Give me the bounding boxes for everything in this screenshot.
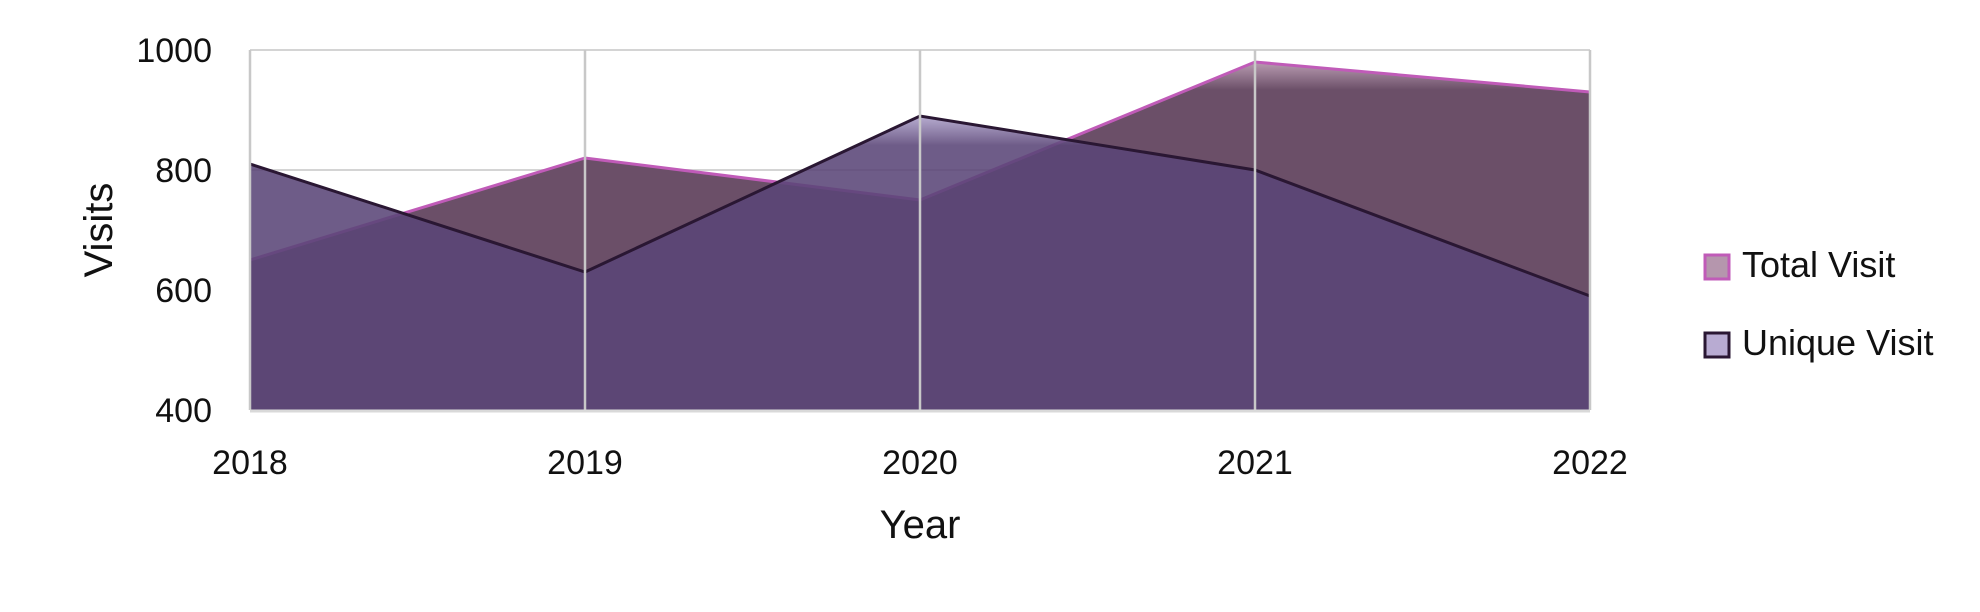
x-tick-label-2018: 2018 bbox=[212, 444, 288, 482]
x-tick-label-2022: 2022 bbox=[1552, 444, 1628, 482]
y-tick-label-400: 400 bbox=[155, 392, 212, 430]
x-axis-ticks: 2018 2019 2020 2021 2022 bbox=[212, 444, 1628, 482]
vertical-gridlines bbox=[248, 50, 1592, 410]
x-tick-label-2019: 2019 bbox=[547, 444, 623, 482]
y-axis-title: Visits bbox=[77, 183, 121, 278]
y-axis-ticks: 400 600 800 1000 bbox=[136, 32, 212, 430]
plot-area bbox=[248, 49, 1592, 413]
legend: Total Visit Unique Visit bbox=[1703, 244, 1933, 363]
y-tick-label-800: 800 bbox=[155, 152, 212, 190]
x-axis-title: Year bbox=[880, 503, 961, 547]
x-tick-label-2020: 2020 bbox=[882, 444, 958, 482]
legend-swatch-total-visit bbox=[1703, 253, 1731, 281]
y-tick-label-1000: 1000 bbox=[136, 32, 212, 70]
x-tick-label-2021: 2021 bbox=[1217, 444, 1293, 482]
legend-swatch-unique-visit bbox=[1703, 331, 1731, 359]
legend-label-unique-visit: Unique Visit bbox=[1742, 322, 1933, 363]
legend-label-total-visit: Total Visit bbox=[1742, 244, 1895, 285]
y-tick-label-600: 600 bbox=[155, 272, 212, 310]
